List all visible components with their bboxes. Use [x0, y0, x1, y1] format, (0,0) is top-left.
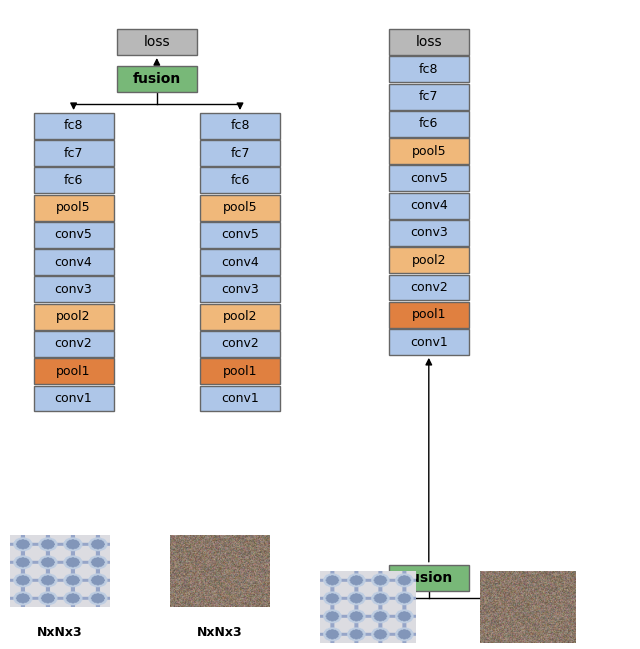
FancyBboxPatch shape: [116, 29, 197, 55]
FancyBboxPatch shape: [200, 113, 280, 139]
Text: pool1: pool1: [412, 308, 446, 321]
FancyBboxPatch shape: [34, 195, 114, 221]
Text: conv2: conv2: [55, 337, 92, 350]
FancyBboxPatch shape: [34, 222, 114, 248]
Text: pool2: pool2: [412, 254, 446, 267]
Text: loss: loss: [415, 35, 442, 49]
Text: conv2: conv2: [221, 337, 259, 350]
FancyBboxPatch shape: [200, 249, 280, 275]
Text: fc6: fc6: [419, 117, 438, 130]
Text: conv5: conv5: [221, 228, 259, 241]
Text: pool2: pool2: [223, 310, 257, 323]
FancyBboxPatch shape: [389, 220, 468, 246]
Text: fusion: fusion: [404, 570, 453, 585]
FancyBboxPatch shape: [34, 167, 114, 193]
FancyBboxPatch shape: [389, 111, 468, 137]
Text: fc8: fc8: [419, 63, 438, 76]
FancyBboxPatch shape: [200, 304, 280, 330]
Text: conv1: conv1: [221, 392, 259, 405]
FancyBboxPatch shape: [34, 249, 114, 275]
FancyBboxPatch shape: [389, 29, 468, 55]
Text: conv3: conv3: [410, 227, 447, 239]
Text: conv4: conv4: [55, 256, 92, 269]
FancyBboxPatch shape: [389, 247, 468, 273]
Text: loss: loss: [143, 35, 170, 49]
Text: pool1: pool1: [223, 365, 257, 378]
Text: pool2: pool2: [56, 310, 91, 323]
Text: conv4: conv4: [221, 256, 259, 269]
FancyBboxPatch shape: [34, 386, 114, 411]
FancyBboxPatch shape: [116, 66, 197, 92]
Text: fc6: fc6: [64, 174, 83, 187]
Text: fc8: fc8: [230, 119, 250, 132]
Text: fc6: fc6: [230, 174, 250, 187]
FancyBboxPatch shape: [34, 304, 114, 330]
Text: fc7: fc7: [419, 90, 438, 103]
FancyBboxPatch shape: [389, 302, 468, 328]
Text: conv1: conv1: [410, 336, 447, 349]
FancyBboxPatch shape: [200, 167, 280, 193]
Text: fc7: fc7: [64, 147, 83, 160]
FancyBboxPatch shape: [200, 276, 280, 302]
FancyBboxPatch shape: [389, 165, 468, 191]
FancyBboxPatch shape: [389, 84, 468, 110]
Text: conv5: conv5: [410, 172, 448, 185]
Text: fc7: fc7: [230, 147, 250, 160]
FancyBboxPatch shape: [34, 140, 114, 166]
Text: NxNx3: NxNx3: [36, 626, 82, 639]
FancyBboxPatch shape: [200, 140, 280, 166]
Text: conv2: conv2: [410, 281, 447, 294]
FancyBboxPatch shape: [389, 56, 468, 82]
Text: fc8: fc8: [64, 119, 83, 132]
FancyBboxPatch shape: [200, 358, 280, 384]
Text: fusion: fusion: [132, 72, 181, 86]
FancyBboxPatch shape: [389, 193, 468, 219]
FancyBboxPatch shape: [389, 565, 468, 591]
Text: pool5: pool5: [223, 201, 257, 214]
Text: conv1: conv1: [55, 392, 92, 405]
FancyBboxPatch shape: [389, 138, 468, 164]
Text: conv5: conv5: [54, 228, 93, 241]
Text: pool1: pool1: [56, 365, 91, 378]
FancyBboxPatch shape: [200, 195, 280, 221]
FancyBboxPatch shape: [200, 222, 280, 248]
Text: NxNx3: NxNx3: [196, 626, 242, 639]
Text: conv3: conv3: [55, 283, 92, 296]
FancyBboxPatch shape: [389, 275, 468, 300]
Text: pool5: pool5: [412, 145, 446, 158]
FancyBboxPatch shape: [34, 331, 114, 357]
FancyBboxPatch shape: [389, 329, 468, 355]
FancyBboxPatch shape: [34, 358, 114, 384]
FancyBboxPatch shape: [34, 113, 114, 139]
Text: conv4: conv4: [410, 199, 447, 212]
FancyBboxPatch shape: [34, 276, 114, 302]
FancyBboxPatch shape: [200, 331, 280, 357]
Text: conv3: conv3: [221, 283, 259, 296]
FancyBboxPatch shape: [200, 386, 280, 411]
Text: pool5: pool5: [56, 201, 91, 214]
